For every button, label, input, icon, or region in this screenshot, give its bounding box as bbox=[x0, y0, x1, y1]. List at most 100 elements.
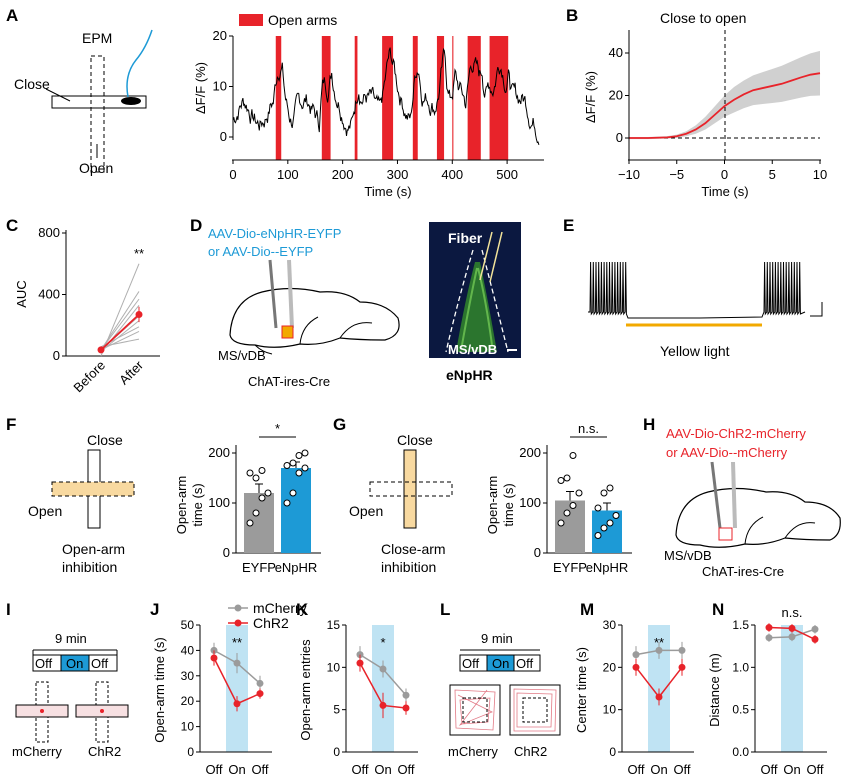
k-significance: * bbox=[380, 635, 385, 650]
c-individual-line bbox=[100, 338, 140, 348]
off-label-i2: Off bbox=[91, 656, 108, 671]
f-data-point bbox=[258, 467, 266, 474]
off-label-l2: Off bbox=[516, 656, 533, 671]
mouse-brain-icon-d bbox=[229, 287, 400, 355]
k-xtick-label: Off bbox=[351, 762, 368, 777]
a-open-arm-interval bbox=[412, 36, 418, 160]
k-point-mcherry bbox=[402, 691, 410, 699]
open-arm-inhibition-1: Open-arm bbox=[62, 541, 125, 557]
open-field-track-chr2 bbox=[509, 684, 561, 736]
msvdb-label-h: MS/vDB bbox=[664, 548, 712, 563]
mouse-brain-icon-h bbox=[675, 487, 841, 548]
target-region-box-h bbox=[718, 527, 733, 541]
m-significance: ** bbox=[654, 635, 664, 650]
a-xtick-label: 500 bbox=[496, 167, 518, 182]
f-data-point bbox=[252, 509, 260, 517]
b-ytick-label: 20 bbox=[609, 88, 623, 103]
a-xlabel: Time (s) bbox=[364, 184, 411, 199]
c-individual-line bbox=[100, 330, 140, 351]
on-label-l: On bbox=[492, 656, 509, 671]
c-ytick-label: 400 bbox=[38, 287, 60, 302]
open-arm-inhibition-2: inhibition bbox=[62, 559, 117, 575]
epm-schematic-g: Close Open Close-arm inhibition bbox=[349, 432, 453, 575]
open-label-f: Open bbox=[28, 503, 62, 519]
a-calcium-trace bbox=[232, 47, 540, 146]
b-xtick-label: −5 bbox=[669, 167, 684, 182]
open-label-a: Open bbox=[79, 160, 113, 176]
f-data-point bbox=[264, 489, 272, 497]
a-ytick-label: 0 bbox=[220, 129, 227, 144]
j-xtick-label: On bbox=[228, 762, 245, 777]
panel-label-k: K bbox=[296, 600, 309, 619]
chart-m: 0 10 20 30 Center time (s) Off On Off ** bbox=[574, 618, 694, 777]
open-label-g: Open bbox=[349, 503, 383, 519]
m-point-chr2 bbox=[655, 693, 663, 701]
g-ytick-label: 100 bbox=[519, 495, 541, 510]
close-arm-inhibition-2: inhibition bbox=[381, 559, 436, 575]
g-data-point bbox=[594, 504, 602, 512]
epm-icon-mcherry bbox=[15, 681, 69, 743]
c-ytick-label: 800 bbox=[38, 225, 60, 240]
n-point-chr2 bbox=[765, 624, 773, 632]
injection-syringe-icon-h bbox=[710, 461, 722, 529]
f-ytick-label: 100 bbox=[208, 495, 230, 510]
g-data-point bbox=[557, 519, 565, 527]
close-label-g: Close bbox=[397, 432, 433, 448]
j-ytick-label: 30 bbox=[181, 669, 195, 683]
injection-syringe-icon bbox=[268, 259, 278, 329]
j-point-mcherry bbox=[233, 659, 241, 667]
m-point-chr2 bbox=[678, 663, 686, 671]
f-data-point bbox=[258, 494, 266, 502]
msvdb-label-histology: MS/vDB bbox=[448, 342, 497, 357]
b-ytick-label: 0 bbox=[616, 130, 623, 145]
f-data-point bbox=[283, 462, 291, 469]
epm-icon-chr2 bbox=[75, 681, 129, 743]
k-ylabel: Open-arm entries bbox=[298, 639, 313, 741]
c-significance: ** bbox=[134, 246, 144, 261]
mouse-icon bbox=[121, 97, 141, 105]
a-open-arm-interval bbox=[436, 36, 445, 160]
b-xtick-label: 5 bbox=[769, 167, 776, 182]
m-ytick-label: 20 bbox=[603, 660, 617, 674]
epm-schematic-f: Close Open Open-arm inhibition bbox=[28, 432, 135, 575]
g-xtick-label: eNpHR bbox=[586, 560, 629, 575]
c-xtick-label: After bbox=[116, 357, 146, 387]
a-xtick-label: 100 bbox=[277, 167, 299, 182]
m-xtick-label: Off bbox=[627, 762, 644, 777]
f-data-point bbox=[295, 469, 303, 477]
f-ylabel-1: Open-arm bbox=[174, 476, 189, 535]
g-data-point bbox=[594, 532, 602, 539]
g-significance: n.s. bbox=[578, 421, 599, 436]
a-xtick-label: 400 bbox=[441, 167, 463, 182]
g-ylabel-2: time (s) bbox=[501, 483, 516, 526]
panel-label-b: B bbox=[566, 6, 578, 25]
open-field-track-mcherry bbox=[449, 684, 501, 736]
k-ytick-label: 10 bbox=[327, 660, 341, 674]
k-ytick-label: 0 bbox=[333, 745, 340, 759]
b-xlabel: Time (s) bbox=[701, 184, 748, 199]
virus-label-d1: AAV-Dio-eNpHR-EYFP bbox=[208, 226, 341, 241]
k-ytick-label: 15 bbox=[327, 618, 341, 632]
g-data-point bbox=[575, 489, 583, 497]
scale-bar bbox=[810, 302, 823, 317]
chart-j: 0 10 20 30 40 50 Open-arm time (s) Off On Off ** mC… bbox=[152, 600, 307, 777]
electrophysiology-trace-e: Yellow light bbox=[588, 261, 823, 359]
g-data-point bbox=[563, 509, 571, 517]
j-xtick-label: Off bbox=[251, 762, 268, 777]
histology-image-d: Fiber MS/vDB eNpHR bbox=[429, 222, 521, 383]
m-ytick-label: 10 bbox=[603, 703, 617, 717]
enphr-label: eNpHR bbox=[446, 367, 493, 383]
close-label-f: Close bbox=[87, 432, 123, 448]
f-data-point bbox=[283, 499, 291, 507]
j-ytick-label: 10 bbox=[181, 720, 195, 734]
g-xtick-label: EYFP bbox=[553, 560, 587, 575]
chat-cre-label-h: ChAT-ires-Cre bbox=[702, 564, 784, 579]
c-ytick-label: 0 bbox=[53, 348, 60, 363]
b-sem-band bbox=[629, 50, 820, 140]
nine-min-label-l: 9 min bbox=[481, 631, 513, 646]
f-data-point bbox=[301, 449, 309, 457]
g-data-point bbox=[557, 477, 565, 484]
b-ylabel: ΔF/F (%) bbox=[583, 71, 598, 123]
virus-label-d2: or AAV-Dio--EYFP bbox=[208, 244, 313, 259]
